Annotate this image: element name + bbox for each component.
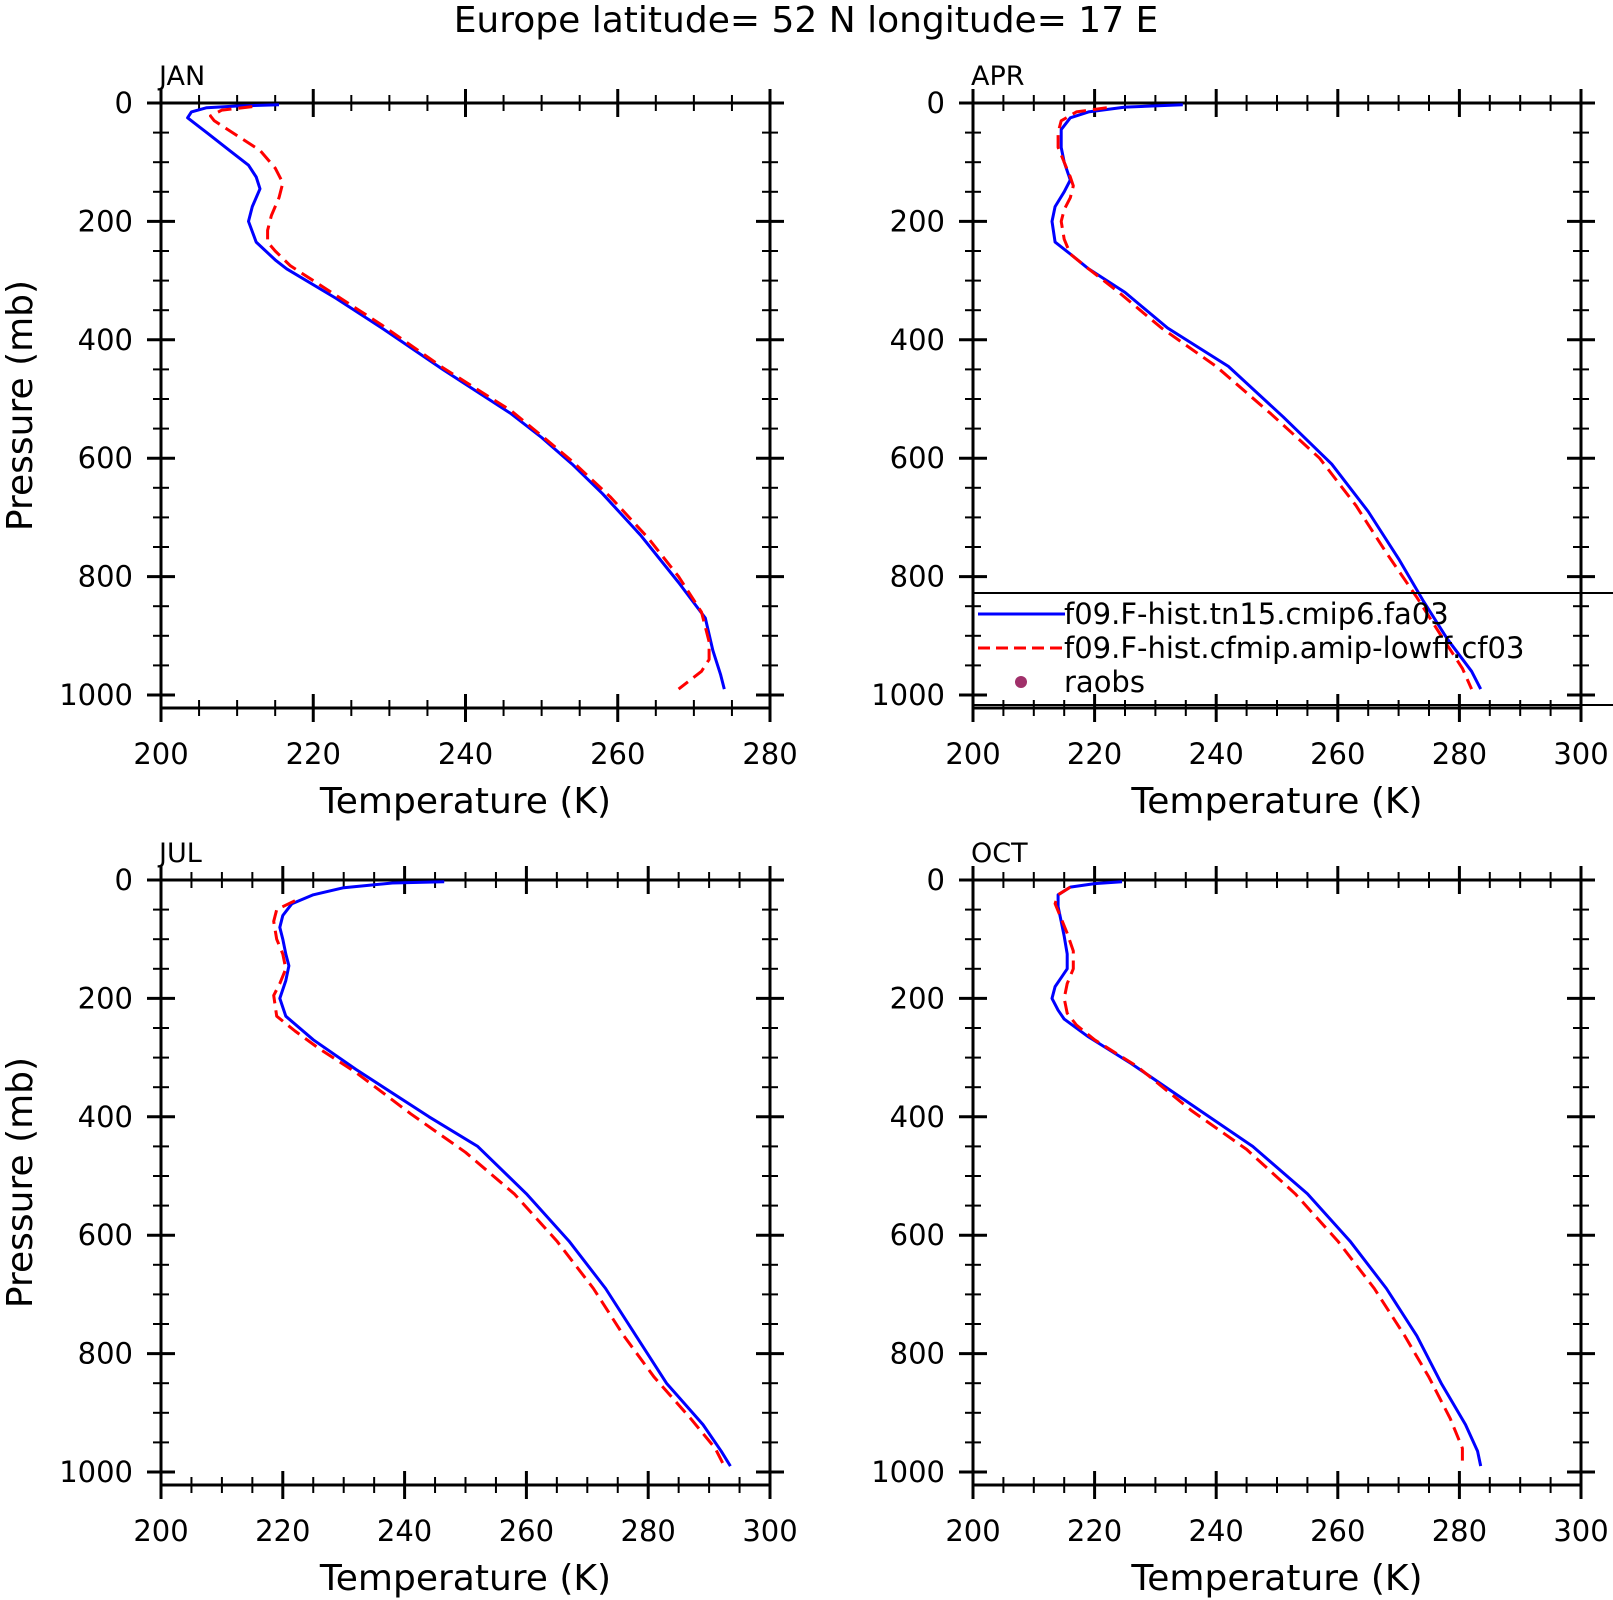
panel-title-oct: OCT xyxy=(971,838,1028,869)
x-tick-label-oct: 220 xyxy=(1067,1514,1122,1548)
y-tick-label-jan: 1000 xyxy=(59,678,133,712)
series-line-jul-model-a xyxy=(278,880,732,1467)
x-tick-label-jan: 260 xyxy=(590,737,645,771)
y-tick-label-jul: 400 xyxy=(78,1100,133,1134)
legend-label-model-b: f09.F-hist.cfmip.amip-lowff.cf03 xyxy=(1064,631,1524,665)
legend-swatch-marker xyxy=(1015,676,1027,688)
x-axis-label-oct: Temperature (K) xyxy=(1130,1558,1422,1599)
x-axis-label-jan: Temperature (K) xyxy=(319,781,611,822)
y-tick-label-jul: 800 xyxy=(78,1337,133,1371)
x-tick-label-oct: 280 xyxy=(1432,1514,1487,1548)
x-tick-label-jan: 200 xyxy=(133,737,188,771)
y-axis-label-jan: Pressure (mb) xyxy=(0,280,41,531)
x-tick-label-jul: 280 xyxy=(621,1514,676,1548)
panel-title-jan: JAN xyxy=(157,61,205,92)
y-tick-label-apr: 800 xyxy=(890,560,945,594)
x-tick-label-apr: 220 xyxy=(1067,737,1122,771)
y-tick-label-jan: 400 xyxy=(78,323,133,357)
legend-label-raobs: raobs xyxy=(1064,665,1145,699)
x-tick-label-jan: 280 xyxy=(742,737,797,771)
y-tick-label-apr: 400 xyxy=(890,323,945,357)
panel-title-jul: JUL xyxy=(157,838,202,869)
x-tick-label-jul: 260 xyxy=(499,1514,554,1548)
y-tick-label-apr: 1000 xyxy=(871,678,945,712)
x-tick-label-apr: 300 xyxy=(1553,737,1608,771)
series-line-jan-model-a xyxy=(186,103,726,690)
y-tick-label-jul: 0 xyxy=(115,863,133,897)
x-tick-label-oct: 260 xyxy=(1310,1514,1365,1548)
series-line-jan-model-b xyxy=(209,105,711,691)
y-tick-label-jan: 600 xyxy=(78,441,133,475)
y-tick-label-jul: 600 xyxy=(78,1218,133,1252)
y-tick-label-oct: 0 xyxy=(927,863,945,897)
x-tick-label-jul: 300 xyxy=(742,1514,797,1548)
y-tick-label-oct: 1000 xyxy=(871,1455,945,1489)
y-tick-label-jul: 1000 xyxy=(59,1455,133,1489)
series-line-jul-model-b xyxy=(272,899,726,1467)
y-axis-label-jul: Pressure (mb) xyxy=(0,1057,41,1308)
series-line-apr-model-a xyxy=(1050,103,1483,690)
y-tick-label-apr: 600 xyxy=(890,441,945,475)
series-line-oct-model-b xyxy=(1053,885,1464,1467)
x-axis-label-apr: Temperature (K) xyxy=(1130,781,1422,822)
y-tick-label-apr: 200 xyxy=(890,204,945,238)
panel-title-apr: APR xyxy=(971,61,1025,92)
y-tick-label-apr: 0 xyxy=(927,86,945,120)
series-line-oct-model-a xyxy=(1050,880,1483,1467)
x-tick-label-oct: 300 xyxy=(1553,1514,1608,1548)
y-tick-label-jan: 800 xyxy=(78,560,133,594)
x-tick-label-jul: 200 xyxy=(133,1514,188,1548)
y-tick-label-jan: 0 xyxy=(115,86,133,120)
y-tick-label-oct: 800 xyxy=(890,1337,945,1371)
x-tick-label-oct: 240 xyxy=(1189,1514,1244,1548)
x-tick-label-apr: 200 xyxy=(945,737,1000,771)
x-tick-label-apr: 260 xyxy=(1310,737,1365,771)
x-axis-label-jul: Temperature (K) xyxy=(319,1558,611,1599)
legend: f09.F-hist.tn15.cmip6.fa03 f09.F-hist.cf… xyxy=(973,592,1613,706)
x-tick-label-jan: 240 xyxy=(438,737,493,771)
x-tick-label-apr: 280 xyxy=(1432,737,1487,771)
y-tick-label-jul: 200 xyxy=(78,981,133,1015)
x-tick-label-oct: 200 xyxy=(945,1514,1000,1548)
x-tick-label-jan: 220 xyxy=(286,737,341,771)
x-tick-label-jul: 240 xyxy=(377,1514,432,1548)
y-tick-label-oct: 400 xyxy=(890,1100,945,1134)
y-tick-label-jan: 200 xyxy=(78,204,133,238)
figure-title: Europe latitude= 52 N longitude= 17 E xyxy=(454,0,1159,41)
x-tick-label-apr: 240 xyxy=(1189,737,1244,771)
legend-label-model-a: f09.F-hist.tn15.cmip6.fa03 xyxy=(1064,597,1449,631)
y-tick-label-oct: 200 xyxy=(890,981,945,1015)
x-tick-label-jul: 220 xyxy=(255,1514,310,1548)
series-line-apr-model-b xyxy=(1056,106,1473,690)
y-tick-label-oct: 600 xyxy=(890,1218,945,1252)
